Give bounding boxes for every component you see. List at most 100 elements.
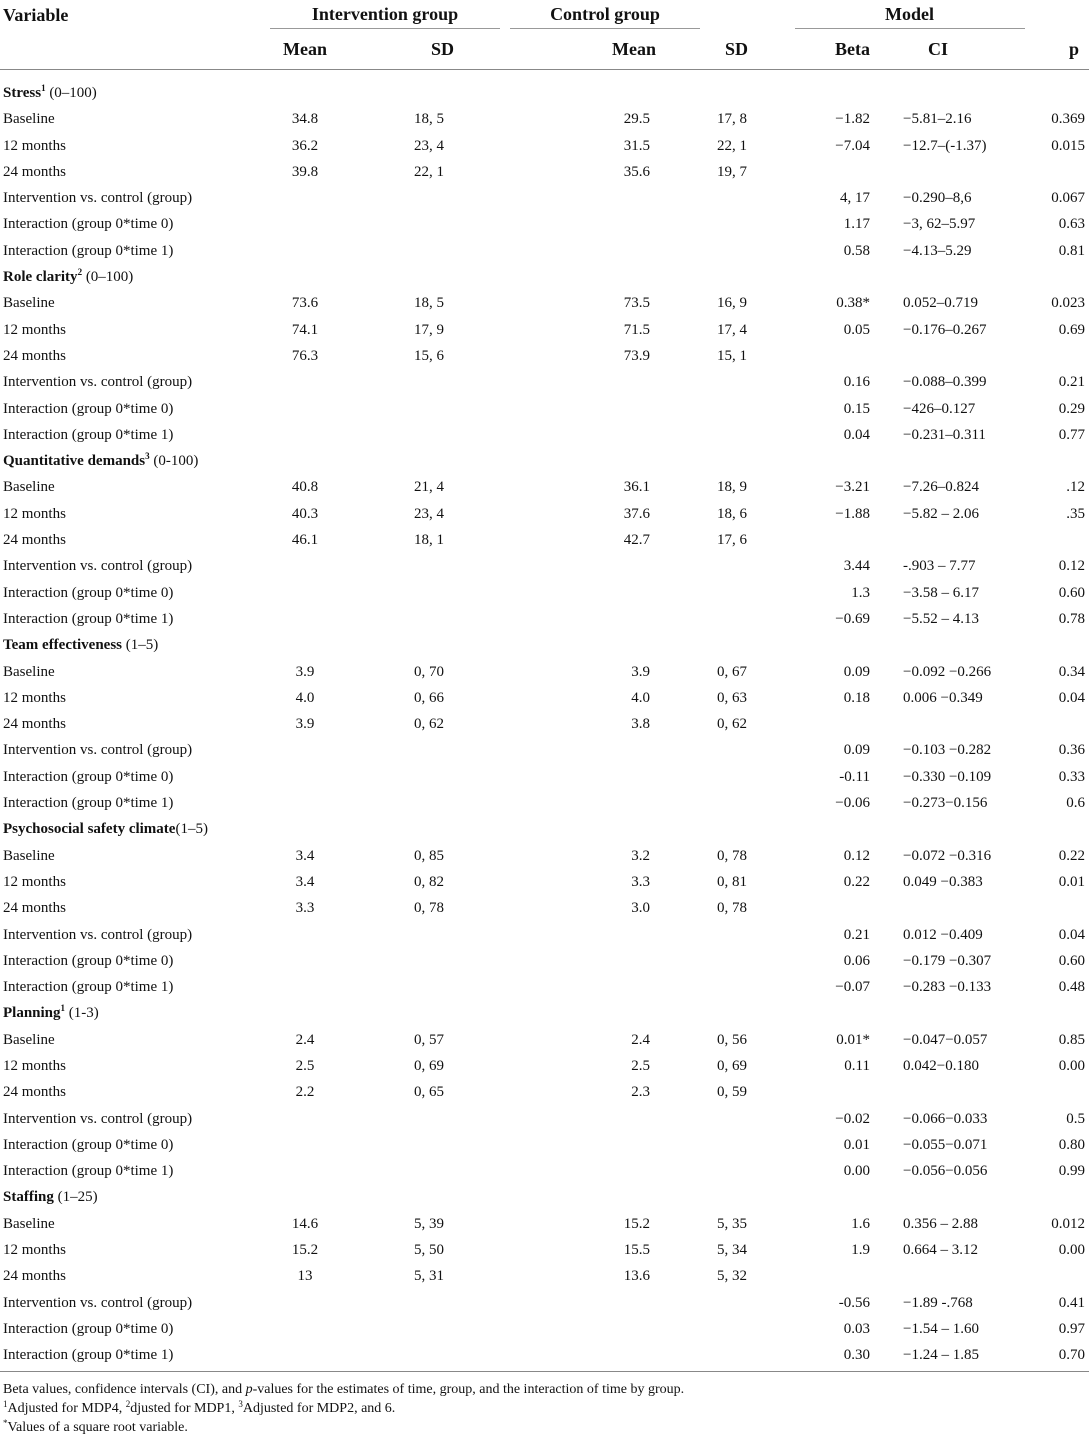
section-name: Stress bbox=[3, 85, 42, 101]
control-sd bbox=[670, 790, 770, 816]
row-label: Interaction (group 0*time 0) bbox=[3, 1136, 174, 1153]
control-mean bbox=[500, 1342, 670, 1368]
ci: −0.179 −0.307 bbox=[903, 952, 992, 969]
row-label: 12 months bbox=[3, 873, 66, 890]
beta: 0.09 bbox=[843, 742, 870, 759]
ci: −0.103 −0.282 bbox=[903, 742, 992, 759]
section-header-row: Quantitative demands3 (0-100) bbox=[0, 448, 1089, 474]
table-row: 24 months 3.9 0, 62 3.8 0, 62 bbox=[0, 711, 1089, 737]
table-row: Intervention vs. control (group) 0.16 −0.0… bbox=[0, 369, 1089, 395]
p-value: 0.6 bbox=[1066, 795, 1086, 812]
intervention-sd bbox=[380, 580, 500, 606]
intervention-sd: 0, 85 bbox=[414, 847, 444, 864]
table-row: Intervention vs. control (group) −0.02 −0.… bbox=[0, 1106, 1089, 1132]
row-label: Baseline bbox=[3, 847, 55, 864]
p-value: 0.01 bbox=[1058, 873, 1086, 890]
ci: −0.055−0.071 bbox=[903, 1136, 988, 1153]
p-value: 0.5 bbox=[1066, 1110, 1086, 1127]
section-header-row: Psychosocial safety climate(1–5) bbox=[0, 816, 1089, 842]
beta: 0.11 bbox=[844, 1057, 870, 1074]
ci: −0.330 −0.109 bbox=[903, 768, 992, 785]
intervention-sd bbox=[380, 974, 500, 1000]
control-sd bbox=[670, 1132, 770, 1158]
row-label: 24 months bbox=[3, 1084, 66, 1101]
ci: −1.24 – 1.85 bbox=[903, 1347, 979, 1364]
ci: −0.088–0.399 bbox=[903, 374, 987, 391]
control-mean bbox=[500, 396, 670, 422]
section-header-row: Team effectiveness (1–5) bbox=[0, 632, 1089, 658]
intervention-sd: 18, 5 bbox=[414, 111, 444, 128]
intervention-mean bbox=[230, 396, 380, 422]
control-mean bbox=[500, 948, 670, 974]
control-sd bbox=[670, 948, 770, 974]
intervention-mean bbox=[230, 764, 380, 790]
intervention-mean: 73.6 bbox=[291, 295, 319, 312]
control-mean bbox=[500, 422, 670, 448]
intervention-mean: 3.9 bbox=[295, 716, 315, 733]
row-label: 12 months bbox=[3, 1242, 66, 1259]
beta: −7.04 bbox=[835, 137, 870, 154]
control-mean: 2.4 bbox=[631, 1031, 650, 1048]
control-sd: 5, 35 bbox=[717, 1215, 747, 1232]
p-value: 0.00 bbox=[1058, 1242, 1086, 1259]
header-mean-intervention: Mean bbox=[230, 29, 380, 70]
control-mean: 71.5 bbox=[623, 321, 650, 338]
table-row: Intervention vs. control (group) 0.09 −0.1… bbox=[0, 737, 1089, 763]
table-row: 12 months 15.2 5, 50 15.5 5, 34 1.9 0.664 – 3.… bbox=[0, 1237, 1089, 1263]
table-row: Interaction (group 0*time 1) 0.00 −0.056−0… bbox=[0, 1158, 1089, 1184]
control-sd: 17, 6 bbox=[717, 532, 747, 549]
control-sd bbox=[670, 737, 770, 763]
ci: −5.81–2.16 bbox=[903, 111, 972, 128]
section-range: (1-3) bbox=[65, 1005, 99, 1022]
ci: −0.072 −0.316 bbox=[903, 847, 992, 864]
table-body: Stress1 (0–100) Baseline 34.8 18, 5 29.5 17, … bbox=[0, 70, 1089, 1369]
p-value: 0.78 bbox=[1058, 610, 1086, 627]
p-value: 0.41 bbox=[1058, 1294, 1086, 1311]
control-mean: 3.2 bbox=[631, 847, 650, 864]
p-value: 0.85 bbox=[1058, 1031, 1086, 1048]
table-row: 12 months 74.1 17, 9 71.5 17, 4 0.05 −0.176–0.… bbox=[0, 317, 1089, 343]
ci: −4.13–5.29 bbox=[903, 242, 972, 259]
ci: −0.056−0.056 bbox=[903, 1163, 988, 1180]
control-sd bbox=[670, 553, 770, 579]
p-value: 0.81 bbox=[1058, 242, 1086, 259]
intervention-mean bbox=[230, 606, 380, 632]
table-row: Interaction (group 0*time 1) −0.06 −0.273−… bbox=[0, 790, 1089, 816]
intervention-mean: 2.5 bbox=[295, 1057, 315, 1074]
p-value: 0.60 bbox=[1058, 952, 1086, 969]
p-value: 0.21 bbox=[1058, 374, 1086, 391]
ci: −0.047−0.057 bbox=[903, 1031, 988, 1048]
ci: −0.066−0.033 bbox=[903, 1110, 988, 1127]
ci: −3, 62–5.97 bbox=[903, 216, 976, 233]
control-mean bbox=[500, 1316, 670, 1342]
row-label: 24 months bbox=[3, 163, 66, 180]
intervention-mean bbox=[230, 1158, 380, 1184]
beta bbox=[770, 711, 870, 737]
header-model: Model bbox=[770, 0, 1089, 29]
p-value bbox=[1020, 1079, 1089, 1105]
intervention-sd: 5, 39 bbox=[414, 1215, 444, 1232]
control-sd: 18, 6 bbox=[717, 505, 747, 522]
intervention-sd: 15, 6 bbox=[414, 347, 444, 364]
table-row: 12 months 40.3 23, 4 37.6 18, 6 −1.88 −5.82 – … bbox=[0, 501, 1089, 527]
row-label: Interaction (group 0*time 0) bbox=[3, 1320, 174, 1337]
header-control-group: Control group bbox=[500, 0, 770, 29]
table-row: Interaction (group 0*time 0) 0.01 −0.055−0… bbox=[0, 1132, 1089, 1158]
control-sd bbox=[670, 1342, 770, 1368]
control-sd: 0, 67 bbox=[717, 663, 747, 680]
beta: 1.6 bbox=[851, 1215, 870, 1232]
p-value: 0.00 bbox=[1058, 1057, 1086, 1074]
control-mean: 73.9 bbox=[623, 347, 650, 364]
ci: −7.26–0.824 bbox=[903, 479, 979, 496]
intervention-sd: 22, 1 bbox=[414, 163, 444, 180]
intervention-mean: 4.0 bbox=[295, 689, 315, 706]
section-range: (0-100) bbox=[149, 453, 199, 470]
header-mean-control: Mean bbox=[500, 29, 670, 70]
section-name: Staffing bbox=[3, 1189, 54, 1206]
control-mean bbox=[500, 1132, 670, 1158]
row-label: 24 months bbox=[3, 716, 66, 733]
section-title: Psychosocial safety climate(1–5) bbox=[0, 816, 1089, 842]
beta: 0.58 bbox=[843, 242, 870, 259]
p-value: 0.99 bbox=[1058, 1163, 1086, 1180]
control-sd: 5, 32 bbox=[717, 1268, 747, 1285]
